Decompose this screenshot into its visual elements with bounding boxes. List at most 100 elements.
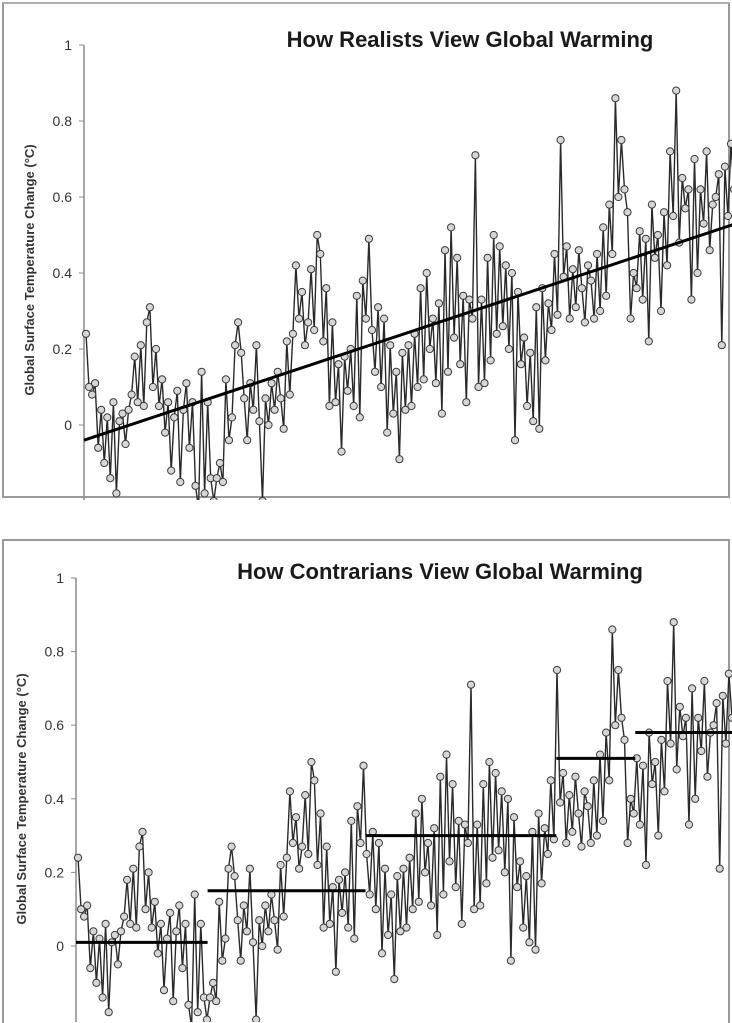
data-point <box>492 329 501 338</box>
data-point <box>708 200 717 209</box>
data-point <box>343 386 352 395</box>
data-point <box>202 1015 212 1022</box>
data-point <box>498 322 507 331</box>
data-point <box>279 424 288 433</box>
data-point <box>663 676 672 686</box>
data-point <box>83 901 92 910</box>
realists-chart-panel: How Realists View Global Warming 0 0.2 0.4 0… <box>0 0 732 500</box>
data-point <box>440 246 450 255</box>
data-point <box>402 923 411 932</box>
data-point <box>237 348 246 357</box>
data-point <box>380 864 390 873</box>
data-point <box>331 967 340 976</box>
data-point <box>301 791 310 800</box>
data-point <box>488 853 497 862</box>
data-point <box>252 1015 261 1022</box>
data-point <box>697 746 706 756</box>
data-point <box>479 780 488 789</box>
data-point <box>145 303 154 312</box>
data-point <box>605 776 614 785</box>
data-point <box>635 820 645 829</box>
data-point <box>367 325 377 335</box>
data-point <box>650 253 660 262</box>
data-point <box>629 809 638 818</box>
data-point <box>599 223 608 232</box>
data-point <box>723 211 732 221</box>
data-point <box>316 249 325 259</box>
trend-line <box>83 223 732 442</box>
data-point <box>684 185 693 194</box>
data-point <box>176 477 185 487</box>
data-point <box>136 341 145 350</box>
data-point <box>473 820 482 829</box>
data-point <box>546 776 555 785</box>
data-point <box>509 813 519 822</box>
data-point <box>396 927 405 936</box>
data-point <box>300 341 310 350</box>
data-point <box>164 398 173 407</box>
data-point <box>507 268 516 278</box>
data-point <box>419 375 428 384</box>
data-point <box>285 390 294 399</box>
data-point <box>476 901 485 910</box>
data-point <box>404 341 413 350</box>
data-point <box>138 827 147 836</box>
data-point <box>212 474 221 483</box>
data-point <box>282 337 291 346</box>
data-point <box>112 489 121 498</box>
data-point <box>550 249 559 259</box>
data-point <box>371 905 380 914</box>
data-point <box>565 791 574 800</box>
data-point <box>386 341 395 350</box>
data-point <box>255 916 264 925</box>
data-point <box>586 838 595 848</box>
data-point <box>712 699 721 708</box>
data-point <box>571 772 580 781</box>
data-point <box>182 379 191 388</box>
data-point <box>356 838 365 848</box>
data-point <box>504 344 513 354</box>
data-point <box>88 390 97 399</box>
data-point <box>448 780 457 789</box>
data-point <box>161 428 170 437</box>
data-point <box>451 883 460 892</box>
data-point <box>106 474 115 483</box>
data-point <box>407 401 416 411</box>
data-point <box>231 341 240 350</box>
data-point <box>720 162 730 171</box>
data-point <box>261 901 270 910</box>
data-point <box>191 481 200 490</box>
data-point <box>240 394 249 403</box>
data-point <box>510 436 520 445</box>
data-point <box>279 912 288 921</box>
data-point <box>307 265 316 274</box>
data-point <box>659 208 669 217</box>
realists-chart: How Realists View Global Warming 0 0.2 0.4 0… <box>22 27 732 500</box>
data-point <box>159 986 169 995</box>
data-point <box>395 455 404 464</box>
chart-frame <box>2 2 730 498</box>
data-point <box>543 849 552 859</box>
data-point <box>523 401 532 411</box>
y-tick-label: 0.4 <box>53 265 73 281</box>
y-tick-label: 0.6 <box>53 189 73 205</box>
data-point <box>123 875 132 884</box>
data-point <box>387 890 396 899</box>
data-point <box>580 787 589 796</box>
data-point <box>233 916 242 925</box>
data-point <box>617 713 626 722</box>
data-point <box>147 923 156 932</box>
data-point <box>248 938 258 947</box>
data-point <box>466 680 476 689</box>
data-point <box>310 776 319 785</box>
data-point <box>672 765 681 774</box>
data-point <box>344 923 353 932</box>
data-point <box>358 276 367 285</box>
data-point <box>127 390 136 399</box>
chart-frame <box>2 539 730 1023</box>
data-point <box>104 1008 113 1017</box>
data-point <box>258 941 267 951</box>
data-point <box>535 424 544 433</box>
data-point <box>196 919 205 928</box>
data-point <box>291 261 300 270</box>
